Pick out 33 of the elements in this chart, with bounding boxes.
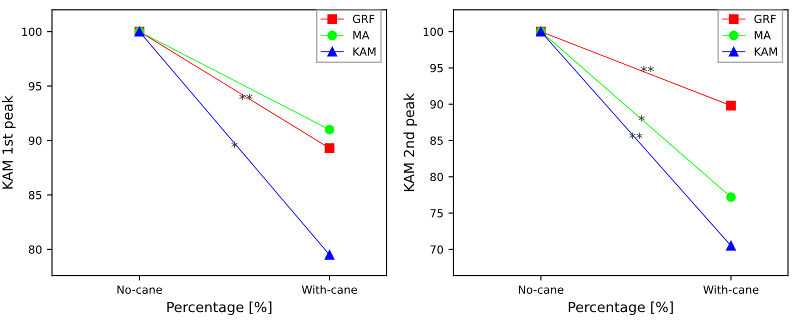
- y-tick-label: 80: [28, 245, 42, 254]
- annotation: **: [640, 66, 654, 72]
- y-tick-label: 80: [430, 172, 443, 182]
- y-tick-label: 90: [430, 100, 443, 109]
- y-tick-label: 95: [28, 82, 42, 90]
- x-tick-label: With-cane: [302, 285, 357, 294]
- point: [324, 143, 334, 153]
- x-tick-label: No-cane: [117, 286, 162, 294]
- y-axis-title: KAM 1st peak: [2, 95, 16, 189]
- point: [324, 250, 334, 260]
- point: [726, 240, 736, 251]
- legend-label: KAM: [353, 47, 376, 56]
- y-axis-title: KAM 2nd peak: [404, 92, 417, 192]
- legend-label: KAM: [754, 47, 777, 56]
- y-tick-label: 85: [430, 136, 443, 145]
- y-tick-label: 85: [28, 190, 42, 200]
- y-tick-label: 70: [430, 245, 443, 254]
- x-tick-label: No-cane: [518, 286, 564, 294]
- y-tick-label: 90: [28, 136, 42, 145]
- point: [726, 192, 736, 202]
- y-tick-label: 100: [22, 28, 42, 36]
- point: [726, 100, 736, 111]
- legend-label: GRF: [754, 14, 776, 24]
- legend-label: MA: [754, 31, 771, 40]
- y-tick-label: 95: [430, 64, 443, 72]
- x-axis-title: Percentage [%]: [568, 302, 673, 315]
- legend-label: GRF: [352, 14, 374, 24]
- x-axis-title: Percentage [%]: [167, 302, 272, 315]
- y-tick-label: 100: [424, 28, 443, 36]
- x-tick-label: With-cane: [703, 285, 758, 294]
- point: [324, 124, 334, 134]
- legend-label: MA: [353, 31, 370, 40]
- y-tick-label: 75: [430, 209, 443, 218]
